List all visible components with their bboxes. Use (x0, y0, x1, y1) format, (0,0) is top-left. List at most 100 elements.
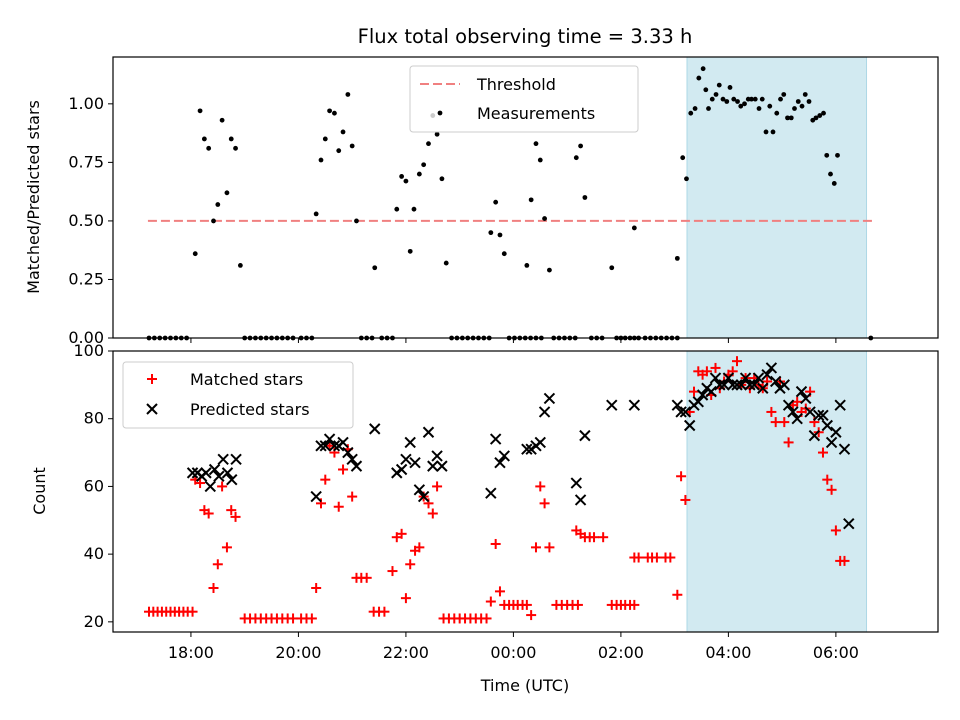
matched-star-point (770, 417, 781, 428)
cross-b (579, 429, 591, 442)
matched-star-point (427, 508, 438, 519)
matched-star-point (676, 471, 687, 482)
cross-b (705, 385, 717, 398)
matched-star-point (783, 437, 794, 448)
legend-measurements-label: Measurements (477, 104, 595, 123)
measurement-point (537, 157, 543, 163)
measurement-point (573, 155, 579, 161)
predicted-star-point (731, 379, 743, 391)
matched-star-point (208, 582, 219, 593)
y-tick-label: 20 (84, 612, 104, 631)
measurement-point (749, 96, 754, 102)
cross-b (752, 372, 765, 384)
measurement-points (146, 66, 874, 341)
cross-b (436, 460, 448, 472)
predicted-star-point (812, 409, 825, 422)
predicted-star-point (323, 433, 336, 445)
cross-b (417, 490, 430, 503)
measurement-point (394, 206, 400, 212)
cross-b (825, 436, 838, 449)
measurement-point (774, 110, 780, 116)
measurement-point (501, 251, 507, 257)
matched-star-point (432, 481, 443, 492)
matched-star-point (539, 498, 550, 509)
cross-b (226, 473, 238, 486)
predicted-star-point (843, 517, 855, 530)
matched-star-point (347, 491, 358, 502)
matched-star-point (387, 566, 398, 577)
measurement-point (631, 225, 637, 231)
matched-star-point (203, 508, 214, 519)
cross-b (534, 436, 546, 449)
cross-b (494, 457, 506, 469)
matched-star-point (839, 555, 850, 566)
legend-measurements-swatch (437, 110, 443, 116)
matched-star-point (651, 552, 662, 563)
matched-star-point (731, 356, 742, 367)
cross-b (778, 379, 790, 391)
matched-star-point (672, 589, 683, 600)
cross-b (538, 406, 551, 418)
legend-plus-marker (147, 374, 157, 384)
cross-b (808, 429, 821, 442)
cross-b (606, 399, 618, 411)
matched-star-point (826, 484, 837, 495)
cross-b (787, 406, 799, 418)
cross-b (791, 413, 803, 425)
cross-b (821, 419, 833, 432)
measurement-point (724, 99, 730, 104)
predicted-star-point (417, 490, 430, 503)
matched-star-point (311, 582, 322, 593)
cross-b (834, 399, 846, 411)
predicted-star-point (791, 413, 803, 425)
cross-b (574, 494, 587, 506)
measurement-point (716, 82, 722, 88)
cross-b (830, 426, 842, 438)
predicted-star-point (200, 467, 212, 479)
measurement-point (738, 103, 744, 109)
matched-star-point (221, 542, 232, 553)
measurement-point (533, 141, 539, 147)
cross-b (404, 436, 416, 449)
cross-b (208, 463, 221, 476)
cross-b (739, 372, 752, 384)
cross-b (692, 396, 705, 408)
cross-b (843, 517, 855, 530)
measurement-point (327, 108, 332, 114)
cross-b (683, 419, 696, 432)
cross-b (543, 392, 556, 405)
predicted-star-point (400, 453, 412, 466)
predicted-star-point (722, 372, 735, 384)
top-y-axis-label: Matched/Predicted stars (24, 100, 43, 294)
cross-b (696, 389, 709, 401)
x-tick-label: 04:00 (705, 643, 751, 662)
bottom-legend-box (122, 361, 354, 429)
y-tick-label: 0.25 (68, 269, 104, 288)
top-highlight-span (686, 56, 868, 339)
cross-b (726, 379, 739, 391)
measurement-point (831, 181, 837, 186)
bottom-legend: Matched stars Predicted stars (122, 361, 354, 429)
chart-title: Flux total observing time = 3.33 h (358, 25, 693, 48)
cross-b (391, 467, 403, 479)
y-tick-label: 60 (84, 476, 104, 495)
matched-star-point (187, 606, 198, 617)
predicted-star-point (369, 423, 381, 435)
measurement-point (578, 143, 583, 149)
matched-star-point (544, 542, 555, 553)
cross-b (735, 379, 747, 391)
cross-b (709, 372, 722, 384)
predicted-star-point (709, 372, 722, 384)
cross-b (570, 477, 582, 489)
measurement-point (332, 110, 337, 116)
predicted-star-point (337, 436, 349, 449)
predicted-star-point (217, 453, 229, 466)
cross-b (328, 440, 341, 452)
predicted-star-point (431, 450, 443, 462)
cross-b (521, 443, 533, 455)
cross-b (217, 453, 229, 466)
cross-b (757, 382, 769, 394)
predicted-star-point (521, 443, 533, 455)
cross-b (310, 490, 322, 503)
predicted-star-point (808, 429, 821, 442)
